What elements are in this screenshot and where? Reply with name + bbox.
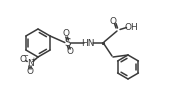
Text: N: N — [27, 59, 33, 68]
Text: O: O — [63, 30, 69, 38]
Text: O: O — [19, 55, 26, 63]
Text: S: S — [65, 38, 71, 48]
Text: HN: HN — [81, 38, 95, 48]
Text: −: − — [23, 53, 28, 59]
Text: OH: OH — [124, 23, 138, 32]
Text: O: O — [66, 48, 74, 57]
Text: +: + — [30, 57, 36, 63]
Text: O: O — [110, 17, 116, 25]
Text: O: O — [27, 66, 33, 76]
